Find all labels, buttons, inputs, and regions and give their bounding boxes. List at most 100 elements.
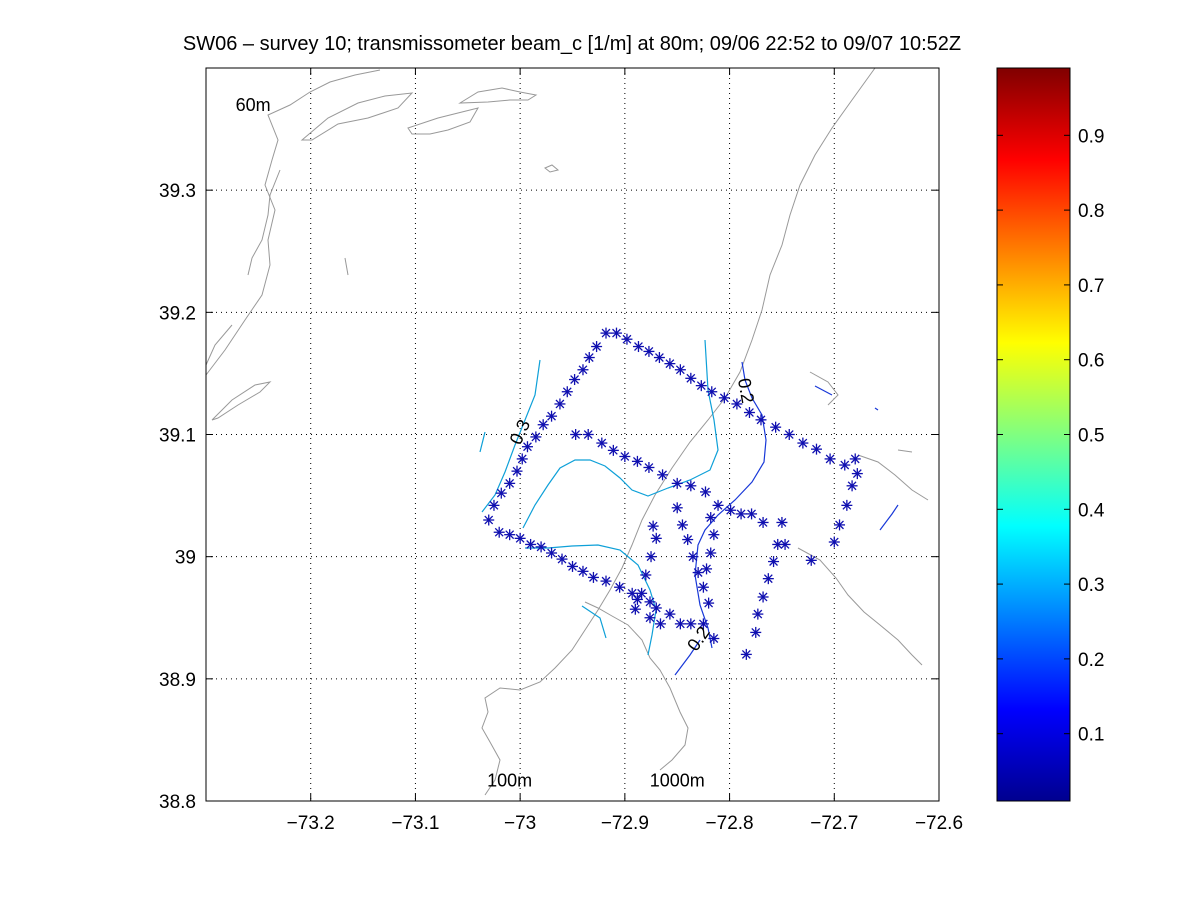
station-marker (708, 633, 720, 645)
bathymetry-line (205, 69, 381, 376)
station-stroke (645, 613, 655, 623)
station-marker (636, 587, 648, 599)
station-marker (697, 618, 709, 630)
station-marker (705, 547, 717, 559)
bathymetry-line (205, 324, 233, 366)
station-stroke (536, 542, 546, 552)
station-stroke (505, 530, 515, 540)
station-stroke (741, 649, 751, 659)
contour-line (581, 605, 607, 639)
station-marker (583, 352, 595, 364)
station-marker (554, 398, 566, 410)
station-marker (621, 333, 633, 345)
station-stroke (665, 609, 675, 619)
contour-line (814, 385, 833, 396)
station-stroke (812, 444, 821, 454)
station-stroke (578, 566, 588, 576)
bathymetry-line (458, 87, 538, 104)
station-stroke (568, 562, 577, 571)
station-marker (495, 487, 507, 499)
station-stroke (719, 393, 729, 403)
station-stroke (538, 420, 548, 430)
station-marker (805, 554, 817, 566)
x-tick-label: −72.6 (915, 813, 963, 834)
colorbar-tick-label: 0.1 (1078, 725, 1104, 746)
station-stroke (847, 481, 857, 491)
station-marker (674, 364, 686, 376)
contour-line (481, 359, 541, 513)
bathymetry-line (897, 449, 913, 453)
station-marker (676, 519, 688, 531)
station-marker (514, 532, 526, 544)
station-marker (600, 575, 612, 587)
colorbar-tick-label: 0.9 (1078, 126, 1104, 147)
beam-c-contours (479, 339, 899, 676)
grid-lines (206, 68, 939, 801)
station-stroke (484, 515, 494, 525)
station-stroke (646, 552, 656, 562)
station-stroke (784, 430, 794, 439)
station-stroke (780, 540, 790, 549)
station-marker (607, 444, 619, 456)
station-stroke (852, 469, 862, 479)
station-stroke (709, 634, 719, 643)
station-stroke (672, 478, 682, 488)
station-stroke (726, 505, 736, 515)
station-marker (643, 345, 655, 357)
station-stroke (589, 573, 598, 582)
station-marker (685, 480, 697, 492)
y-axis: 38.8 38.9 39 39.1 39.2 39.3 (159, 181, 939, 813)
station-marker (561, 386, 573, 398)
station-marker (631, 455, 643, 467)
bathymetry-line (300, 92, 414, 141)
y-tick-label: 38.9 (159, 670, 196, 691)
station-stroke (675, 365, 685, 375)
bathymetry-line (857, 454, 929, 501)
station-marker (631, 593, 643, 605)
station-marker (685, 372, 697, 384)
bathymetry-line (344, 257, 349, 276)
station-stroke (732, 399, 742, 409)
station-marker (546, 547, 558, 559)
x-tick-label: −72.7 (810, 813, 858, 834)
station-stroke (850, 454, 860, 464)
station-stroke (701, 487, 710, 497)
station-stroke (651, 533, 661, 543)
station-stroke (633, 456, 642, 466)
station-stroke (645, 597, 655, 607)
station-stroke (763, 574, 773, 584)
contour-line (674, 639, 701, 676)
station-stroke (634, 342, 643, 351)
station-marker (644, 612, 656, 624)
bathymetry-line (211, 381, 272, 421)
station-marker (757, 591, 769, 603)
station-stroke (829, 537, 839, 547)
station-stroke (592, 342, 602, 351)
station-stroke (526, 540, 536, 549)
bathymetry-line (797, 547, 923, 666)
station-marker (556, 553, 568, 565)
bathymetry-line (584, 601, 689, 771)
station-stroke (825, 454, 835, 464)
x-axis: −73.2 −73.1 −73 −72.9 −72.8 −72.7 −72.6 (287, 68, 963, 834)
colorbar-tick-label: 0.5 (1078, 426, 1104, 447)
station-stroke (665, 359, 675, 369)
station-stroke (777, 518, 787, 527)
station-stroke (745, 408, 754, 417)
station-stroke (693, 568, 703, 577)
colorbar-tick-label: 0.8 (1078, 201, 1104, 222)
station-marker (735, 508, 747, 520)
station-stroke (601, 576, 611, 586)
station-stroke (707, 387, 717, 397)
station-stroke (698, 582, 708, 592)
station-stroke (753, 609, 763, 619)
colorbar-tick-label: 0.2 (1078, 650, 1104, 671)
station-stroke (644, 463, 654, 472)
station-marker (610, 327, 622, 339)
station-stroke (771, 422, 781, 432)
station-stroke (702, 564, 711, 574)
contour-line (879, 504, 899, 531)
bathymetry-line (544, 164, 560, 173)
station-stroke (769, 557, 778, 566)
station-marker (768, 556, 780, 568)
